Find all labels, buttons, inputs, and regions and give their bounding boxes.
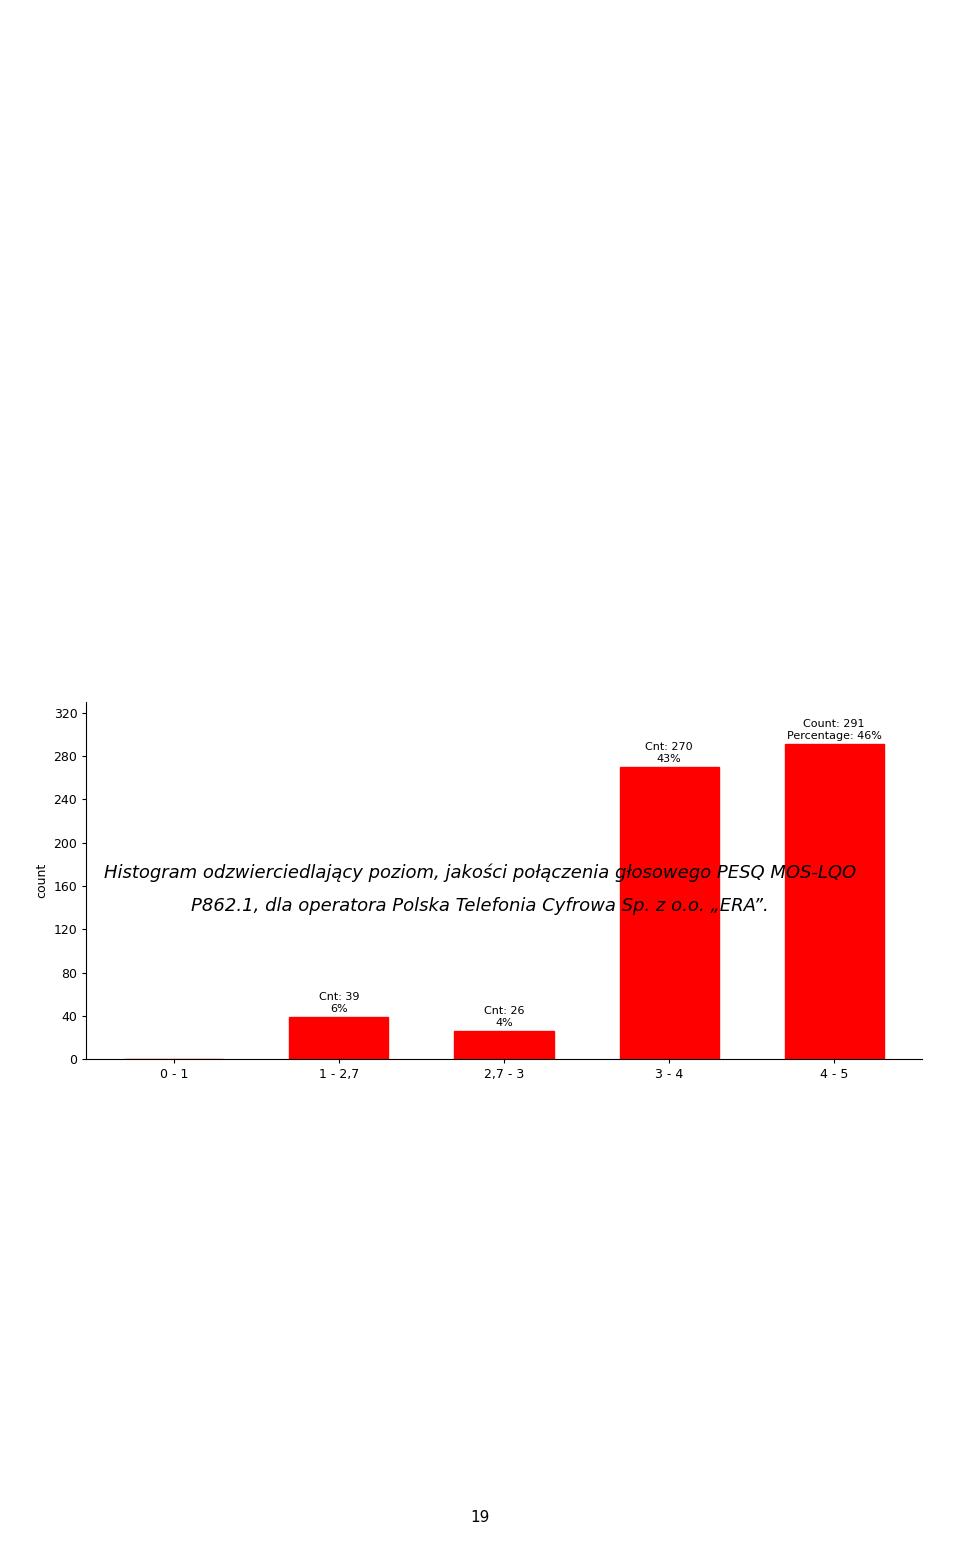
- Text: Cnt: 270
43%: Cnt: 270 43%: [645, 742, 693, 764]
- Text: 19: 19: [470, 1510, 490, 1525]
- Bar: [289, 1017, 389, 1059]
- Text: Cnt: 39
6%: Cnt: 39 6%: [319, 992, 359, 1014]
- Bar: [619, 767, 719, 1059]
- Y-axis label: count: count: [35, 863, 48, 898]
- Text: Cnt: 26
4%: Cnt: 26 4%: [484, 1006, 524, 1028]
- Text: Count: 291
Percentage: 46%: Count: 291 Percentage: 46%: [786, 719, 881, 741]
- Bar: [454, 1031, 554, 1059]
- Bar: [784, 744, 883, 1059]
- Text: Histogram odzwierciedlający poziom, jakości połączenia głosowego PESQ MOS-LQO: Histogram odzwierciedlający poziom, jako…: [104, 863, 856, 882]
- Text: P862.1, dla operatora Polska Telefonia Cyfrowa Sp. z o.o. „ERA”.: P862.1, dla operatora Polska Telefonia C…: [191, 896, 769, 915]
